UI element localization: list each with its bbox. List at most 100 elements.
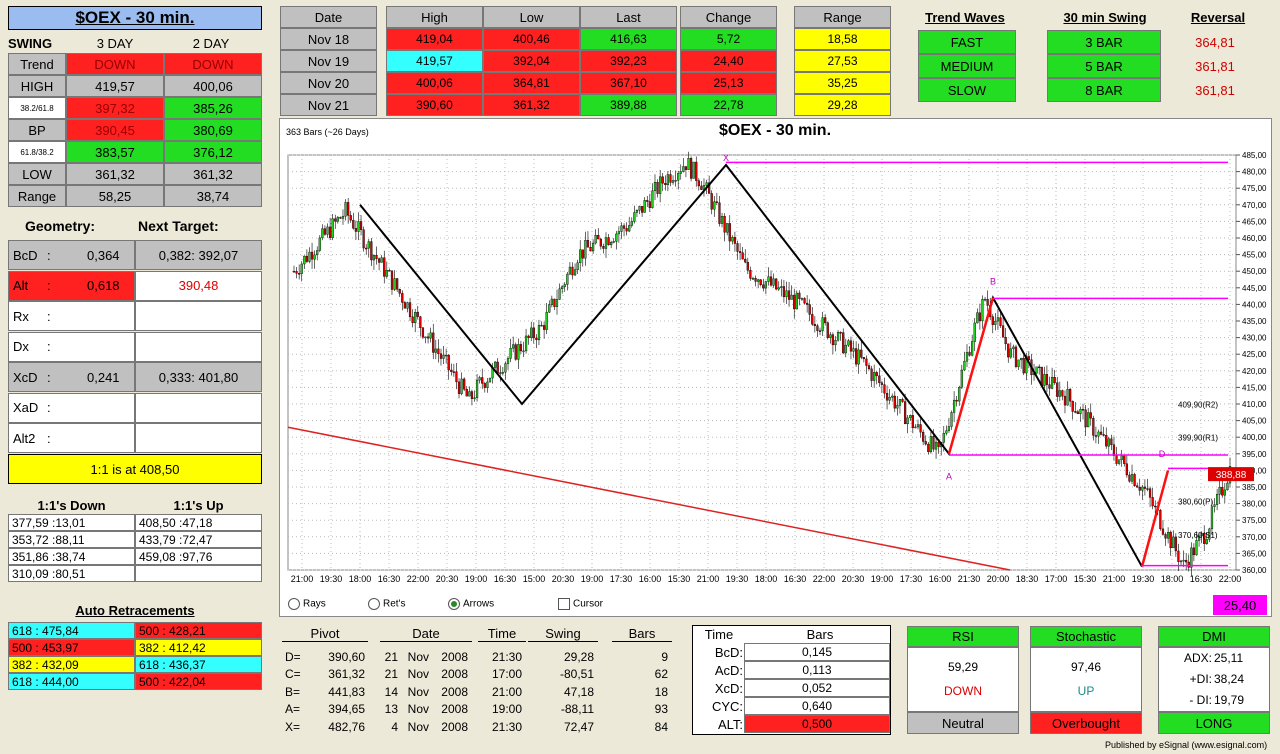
geometry-name: Alt2 [13, 430, 36, 446]
bars-header: Bars [806, 626, 834, 642]
x-tick-label: 16:30 [378, 574, 401, 584]
candle-body [532, 327, 535, 339]
candle-body [818, 330, 822, 332]
pivot-time: 21:30 [491, 719, 522, 734]
chart-plot[interactable]: 485,00 480,00 475,00 470,00 465,00 460,00 455,… [280, 119, 1271, 587]
x-tick-label: 20:30 [842, 574, 865, 584]
swing-row-label: BP [8, 119, 66, 141]
candle-body [824, 317, 827, 323]
candle-body [1102, 434, 1105, 436]
candle-body [566, 273, 569, 285]
candle-body [1215, 494, 1219, 505]
candle-body [1004, 337, 1007, 345]
x-tick-label: 15:00 [523, 574, 546, 584]
candle-body [545, 311, 548, 330]
time-bars-key: AcD: [714, 662, 743, 678]
pivot-year: 2008 [441, 702, 468, 716]
candle-body [347, 202, 350, 216]
pivot-swing: 29,28 [563, 649, 594, 664]
candle-body [994, 320, 997, 325]
geometry-name: Rx [13, 308, 29, 324]
pattern-leg-cd [1140, 470, 1170, 568]
candle-body [1195, 540, 1198, 556]
candle-body [684, 166, 688, 170]
swing-row-label: Trend [8, 53, 66, 75]
candle-body [646, 200, 649, 202]
candle-body [808, 304, 811, 315]
pivot-day: 14 [384, 684, 398, 699]
candle-body [738, 251, 742, 253]
candle-body [826, 322, 829, 338]
candle-body [550, 298, 553, 305]
candle-body [463, 378, 466, 390]
candle-body [334, 218, 337, 222]
candle-body [1159, 509, 1162, 530]
candle-body [524, 335, 528, 352]
candle-body [677, 173, 680, 181]
candle-body [803, 298, 806, 304]
y-tick-label: 400,00 [1242, 433, 1267, 442]
price-change: 24,40 [680, 50, 777, 72]
x-tick-label: 19:00 [871, 574, 894, 584]
candle-body [1066, 389, 1069, 406]
candle-body [1203, 532, 1206, 544]
candle-body [380, 257, 383, 263]
price-chart[interactable]: 363 Bars (~26 Days) $OEX - 30 min. 485,0… [279, 118, 1272, 617]
candle-body [1001, 325, 1005, 338]
candle-body [365, 247, 368, 250]
time-bars-value: 0,640 [744, 697, 890, 715]
candle-body [602, 246, 605, 249]
price-range: 18,58 [794, 28, 891, 50]
candle-body [295, 271, 298, 274]
candle-body [1056, 382, 1059, 397]
x-tick-label: 16:30 [784, 574, 807, 584]
candle-body [679, 171, 682, 174]
candle-body [751, 278, 755, 280]
candle-body [620, 225, 623, 232]
pivot-mon: Nov [407, 667, 429, 681]
x-tick-label: 17:30 [610, 574, 633, 584]
candle-body [1045, 374, 1049, 385]
candle-body [558, 288, 561, 300]
candle-body [958, 386, 961, 402]
price-range: 27,53 [794, 50, 891, 72]
candle-body [377, 258, 381, 263]
candle-body [1154, 505, 1157, 508]
candle-body [432, 332, 435, 353]
candle-body [1190, 547, 1193, 568]
rsi-label: RSI [907, 626, 1019, 647]
y-tick-label: 470,00 [1242, 201, 1267, 210]
x-tick-label: 19:30 [320, 574, 343, 584]
geometry-value: 0,618 [87, 278, 120, 293]
rets-radio[interactable]: Ret's [368, 598, 405, 610]
candle-body [986, 298, 989, 306]
candle-body [798, 292, 801, 299]
candle-body [1089, 412, 1092, 419]
candle-body [1200, 532, 1203, 537]
pivot-price: 361,32 [328, 667, 365, 681]
geometry-row-left: BcD: 0,364 [8, 240, 135, 270]
time-bars-value: 0,500 [744, 715, 890, 733]
candle-body [1022, 357, 1025, 374]
price-range: 35,25 [794, 72, 891, 94]
candle-body [891, 395, 894, 398]
price-high: 390,60 [386, 94, 483, 116]
candle-body [865, 358, 868, 366]
x-tick-label: 18:00 [349, 574, 372, 584]
geometry-sep: : [47, 430, 51, 446]
candle-body [777, 287, 780, 290]
candle-body [790, 294, 793, 300]
ones-down-label: 1:1's Down [37, 497, 106, 513]
candle-body [764, 281, 767, 289]
candle-body [710, 193, 713, 210]
rays-radio[interactable]: Rays [288, 598, 326, 610]
bars-info: 363 Bars (~26 Days) [286, 127, 369, 137]
arrows-radio[interactable]: Arrows [448, 598, 494, 610]
cursor-checkbox[interactable]: Cursor [558, 598, 603, 610]
swing-bar-button: 3 BAR [1047, 30, 1161, 54]
candle-body [470, 391, 474, 399]
candle-body [1197, 535, 1201, 541]
candle-body [1208, 528, 1211, 540]
candle-body [1123, 455, 1126, 464]
swing-row-label: 61.8/38.2 [8, 141, 66, 163]
